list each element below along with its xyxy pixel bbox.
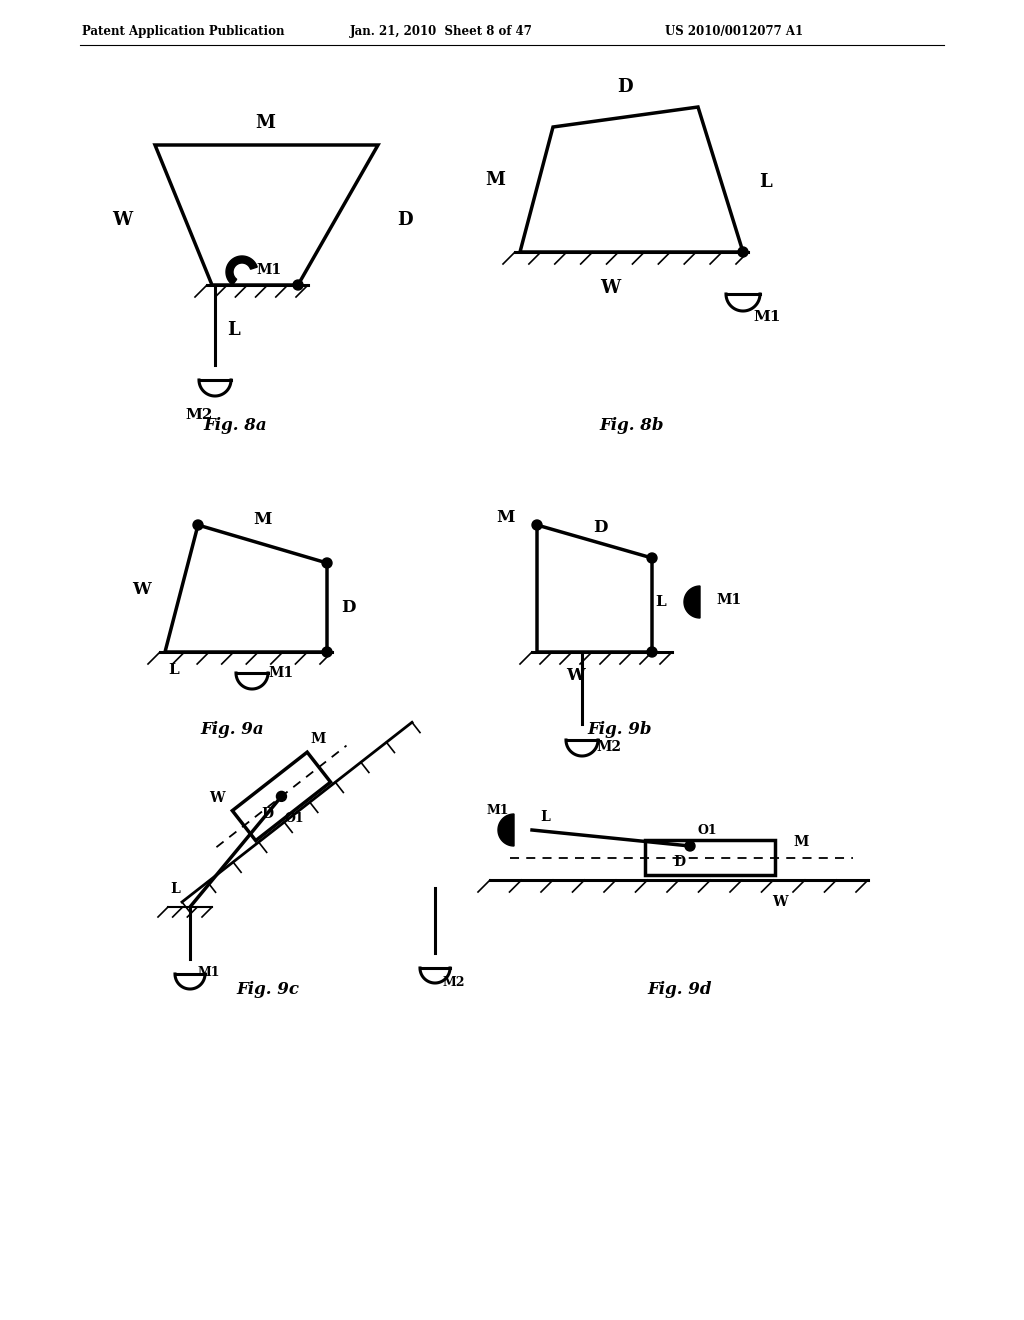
Circle shape bbox=[685, 841, 695, 851]
Text: Fig. 9b: Fig. 9b bbox=[588, 722, 652, 738]
Text: W: W bbox=[133, 582, 152, 598]
Circle shape bbox=[738, 247, 748, 257]
Text: W: W bbox=[209, 791, 224, 805]
Text: Fig. 9c: Fig. 9c bbox=[237, 982, 299, 998]
Text: D: D bbox=[673, 854, 685, 869]
Text: W: W bbox=[112, 211, 132, 228]
Circle shape bbox=[647, 647, 657, 657]
Text: M1: M1 bbox=[486, 804, 509, 817]
Text: M1: M1 bbox=[268, 667, 293, 680]
Text: M1: M1 bbox=[256, 263, 282, 277]
Text: L: L bbox=[540, 810, 550, 824]
Polygon shape bbox=[226, 256, 257, 285]
Text: Fig. 8a: Fig. 8a bbox=[203, 417, 267, 433]
Text: M: M bbox=[255, 114, 275, 132]
Text: M1: M1 bbox=[753, 310, 780, 323]
Circle shape bbox=[532, 520, 542, 531]
Circle shape bbox=[322, 558, 332, 568]
Text: Fig. 8b: Fig. 8b bbox=[600, 417, 665, 433]
Text: O1: O1 bbox=[698, 824, 718, 837]
Text: Fig. 9a: Fig. 9a bbox=[200, 722, 264, 738]
Text: D: D bbox=[261, 808, 273, 821]
Text: M: M bbox=[253, 511, 271, 528]
Circle shape bbox=[322, 647, 332, 657]
Text: W: W bbox=[600, 279, 621, 297]
Text: US 2010/0012077 A1: US 2010/0012077 A1 bbox=[665, 25, 803, 38]
Text: L: L bbox=[227, 321, 240, 339]
Text: M2: M2 bbox=[443, 977, 466, 990]
Text: W: W bbox=[772, 895, 787, 909]
Text: M1: M1 bbox=[198, 965, 220, 978]
Text: M: M bbox=[485, 172, 505, 189]
Circle shape bbox=[276, 792, 287, 801]
Circle shape bbox=[293, 280, 303, 290]
Circle shape bbox=[647, 553, 657, 564]
Text: M: M bbox=[793, 836, 808, 850]
Text: M: M bbox=[497, 508, 515, 525]
Circle shape bbox=[193, 520, 203, 531]
Text: D: D bbox=[617, 78, 633, 96]
Polygon shape bbox=[684, 586, 700, 618]
Text: D: D bbox=[593, 519, 607, 536]
Text: L: L bbox=[655, 595, 666, 609]
Text: W: W bbox=[565, 667, 585, 684]
Text: O1: O1 bbox=[285, 812, 304, 825]
Text: D: D bbox=[341, 598, 355, 615]
Text: L: L bbox=[759, 173, 771, 191]
Text: M1: M1 bbox=[716, 593, 741, 607]
Text: L: L bbox=[170, 882, 180, 896]
Text: M: M bbox=[310, 733, 326, 746]
Text: D: D bbox=[397, 211, 413, 228]
Text: M2: M2 bbox=[596, 741, 621, 754]
Text: L: L bbox=[168, 663, 179, 677]
Text: Fig. 9d: Fig. 9d bbox=[648, 982, 713, 998]
Text: Jan. 21, 2010  Sheet 8 of 47: Jan. 21, 2010 Sheet 8 of 47 bbox=[350, 25, 532, 38]
Text: Patent Application Publication: Patent Application Publication bbox=[82, 25, 285, 38]
Polygon shape bbox=[498, 814, 514, 846]
Text: M2: M2 bbox=[185, 408, 212, 422]
